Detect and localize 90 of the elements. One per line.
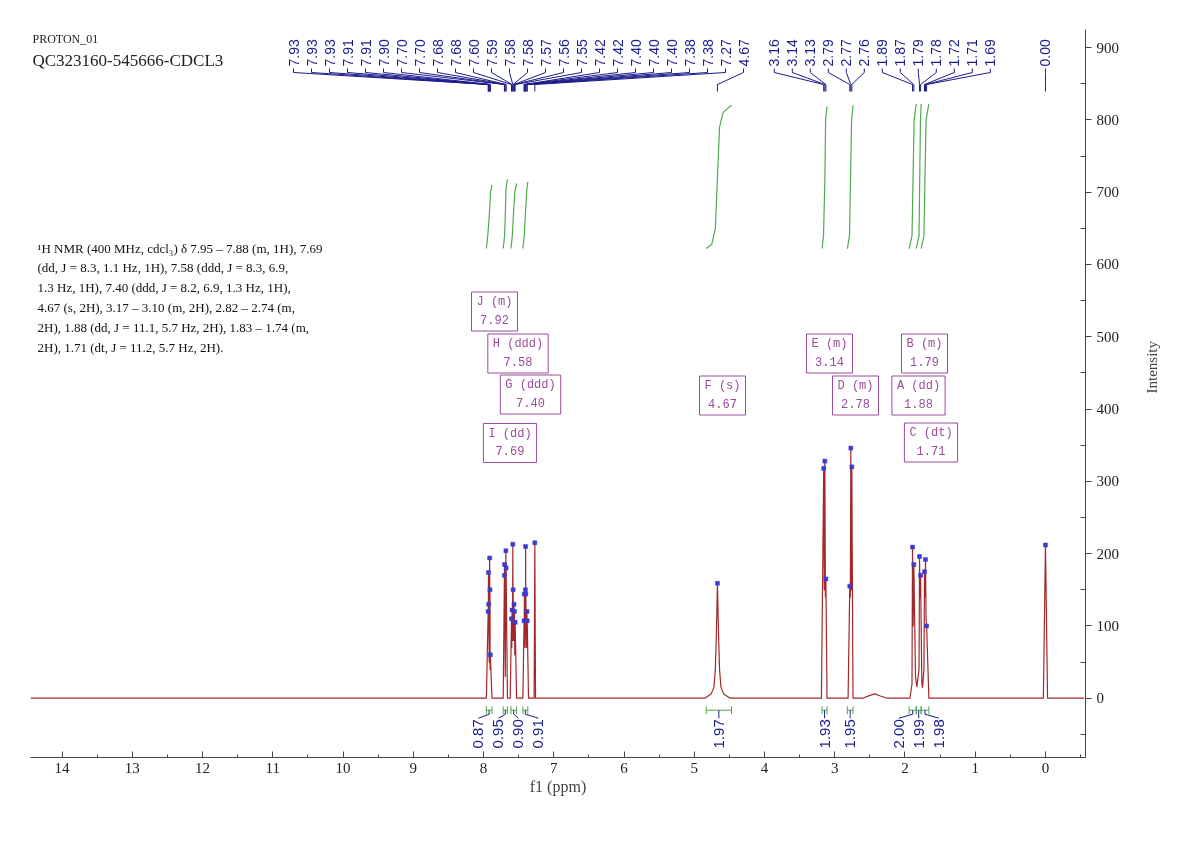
annotation: 1.99 — [909, 719, 927, 749]
annotation: 7.42 — [609, 39, 626, 67]
annotation: 1.71 — [964, 39, 981, 67]
annotation: 0.95 — [489, 719, 507, 749]
annotation: B (m) 1.79 — [906, 337, 943, 370]
annotation: 0.91 — [529, 719, 547, 749]
annotation: 1.98 — [929, 719, 947, 749]
annotation: 7.91 — [357, 39, 374, 67]
y-tick-label: 400 — [1096, 401, 1119, 418]
x-tick-label: 5 — [690, 759, 699, 776]
annotation: 2.77 — [838, 39, 855, 67]
x-tick-label: 12 — [195, 759, 211, 776]
annotation: A (dd) 1.88 — [896, 379, 941, 412]
annotation: 7.60 — [465, 39, 482, 67]
annotation: 7.40 — [663, 39, 680, 67]
annotation: 1.69 — [982, 39, 999, 67]
annotation: 3.16 — [766, 39, 783, 67]
annotation: 7.93 — [321, 39, 338, 67]
annotation: 7.70 — [393, 39, 410, 67]
annotation: 2.79 — [820, 39, 837, 67]
y-tick-label: 200 — [1096, 545, 1119, 562]
annotation: 1.87 — [892, 39, 909, 67]
annotation: 1.97 — [709, 719, 727, 749]
y-tick-label: 300 — [1096, 473, 1119, 490]
y-axis-title: Intensity — [1144, 340, 1160, 394]
annotation: 7.59 — [483, 39, 500, 67]
annotation: 7.38 — [681, 39, 698, 67]
annotation: 2.00 — [889, 719, 907, 749]
annotation: 7.42 — [591, 39, 608, 67]
chart-title: PROTON_01 — [32, 31, 99, 46]
annotation: 1.78 — [928, 39, 945, 67]
annotation: 7.70 — [411, 39, 428, 67]
x-tick-label: 6 — [620, 759, 629, 776]
annotation: 3.14 — [784, 39, 801, 67]
annotation: 7.68 — [429, 39, 446, 67]
x-axis-title: f1 (ppm) — [529, 777, 587, 796]
annotation: E (m) 3.14 — [811, 337, 848, 370]
annotation: 7.40 — [645, 39, 662, 67]
annotation: 7.27 — [717, 39, 734, 67]
y-tick-label: 100 — [1096, 617, 1119, 634]
x-tick-label: 2 — [901, 759, 909, 776]
x-tick-label: 3 — [830, 759, 839, 776]
annotation: I (dd) 7.69 — [488, 426, 532, 460]
annotation: 7.56 — [555, 39, 572, 67]
annotation: C (dt) 1.71 — [909, 426, 953, 459]
x-tick-label: 14 — [54, 759, 71, 776]
x-tick-label: 8 — [479, 759, 488, 776]
annotation: 0.00 — [1037, 39, 1054, 67]
x-tick-label: 11 — [265, 759, 281, 776]
annotation: 7.90 — [375, 39, 392, 67]
x-tick-label: 1 — [971, 759, 979, 776]
y-tick-label: 800 — [1096, 111, 1119, 128]
annotation: 1.89 — [874, 39, 891, 67]
x-tick-label: 13 — [124, 759, 140, 776]
annotation: 7.58 — [501, 39, 518, 67]
x-tick-label: 9 — [409, 759, 418, 776]
annotation: ¹H NMR (400 MHz, cdcl₃) δ 7.95 – 7.88 (m, 1H), 7.69 (dd, J = 8.3, 1.1 Hz, 1H), 7.58 (ddd, J = 8.3, 6.9, 1.3 Hz, 1H), 7.40 (ddd, J = 8.2, 6.9, 1.3 Hz, 1H), 4.67 (s, 2H), 3.17 – 3.10 (m, 2H), 2.82 – 2.74 (m, 2H), 1.88 (dd, J = 11.1, 5.7 Hz, 2H), 1.83 – 1.74 (m, 2H), 1.71 (dt, J = 11.2, 5.7 Hz, 2H). — [37, 240, 323, 355]
x-tick-label: 0 — [1041, 759, 1050, 776]
y-tick-label: 500 — [1096, 328, 1119, 345]
annotation: 7.91 — [339, 39, 356, 67]
annotation: 3.13 — [802, 39, 819, 67]
text: QC323160-545666-CDCL3 — [32, 50, 224, 70]
annotation: G (ddd) 7.40 — [505, 378, 556, 411]
annotation: 7.93 — [285, 39, 302, 67]
annotation: 7.55 — [573, 39, 590, 67]
y-tick-label: 600 — [1096, 256, 1119, 273]
x-tick-label: 10 — [335, 759, 351, 776]
annotation: 1.79 — [910, 39, 927, 67]
y-tick-label: 0 — [1096, 690, 1104, 707]
annotation: H (ddd) 7.58 — [492, 337, 544, 370]
annotation: 0.87 — [469, 719, 487, 749]
annotation: D (m) 2.78 — [837, 379, 874, 412]
annotation: 4.67 — [735, 39, 752, 67]
annotation: 1.72 — [946, 39, 963, 67]
x-tick-label: 4 — [760, 759, 769, 776]
annotation: F (s) 4.67 — [704, 379, 741, 412]
annotation: 7.58 — [519, 39, 536, 67]
annotation: 1.95 — [841, 719, 859, 749]
x-tick-label: 7 — [550, 759, 559, 776]
annotation: 7.57 — [537, 39, 554, 67]
y-tick-label: 900 — [1096, 39, 1119, 56]
annotation: 7.68 — [447, 39, 464, 67]
annotation: 0.90 — [509, 719, 527, 749]
annotation: 1.93 — [815, 719, 833, 749]
y-tick-label: 700 — [1096, 184, 1119, 201]
annotation: 7.40 — [627, 39, 644, 67]
annotation: 7.38 — [699, 39, 716, 67]
annotation: J (m) 7.92 — [476, 295, 513, 328]
annotation: 7.93 — [303, 39, 320, 67]
annotation: 2.76 — [856, 39, 873, 67]
